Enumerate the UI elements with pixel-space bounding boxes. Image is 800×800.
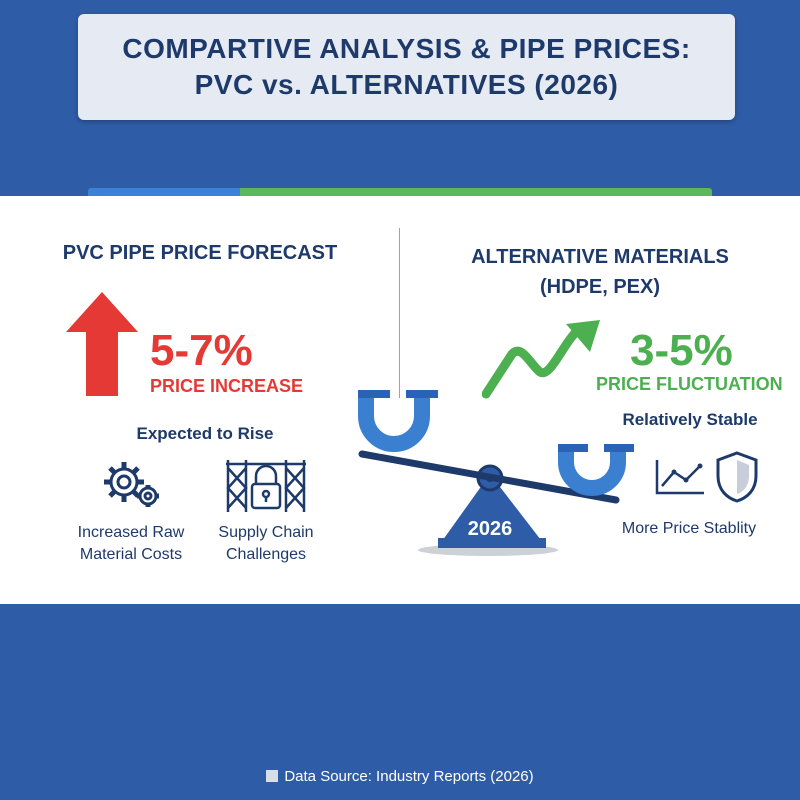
- title-line-2: PVC vs. ALTERNATIVES (2026): [194, 69, 619, 100]
- alt-trend: Relatively Stable: [622, 410, 758, 429]
- up-arrow-icon: [66, 292, 138, 396]
- accent-bar-blue: [88, 188, 243, 198]
- footer-source: Data Source: Industry Reports (2026): [284, 768, 534, 785]
- shield-icon: [716, 451, 758, 503]
- fence-lock-icon: [226, 460, 306, 512]
- comparison-panel: PVC PIPE PRICE FORECAST 5-7% PRICE INCRE…: [0, 196, 800, 604]
- title-banner: COMPARTIVE ANALYSIS & PIPE PRICES: PVC v…: [78, 14, 735, 120]
- alt-percent: 3-5%: [630, 326, 733, 375]
- accent-bar-green: [240, 188, 712, 198]
- title-line-1: COMPARTIVE ANALYSIS & PIPE PRICES:: [122, 33, 691, 64]
- pvc-heading: PVC PIPE PRICE FORECAST: [62, 242, 338, 264]
- line-chart-icon: [655, 460, 704, 495]
- scale-year-label: 2026: [467, 518, 513, 540]
- pvc-trend: Expected to Rise: [136, 424, 274, 443]
- factor-supply-chain-line2: Challenges: [225, 546, 307, 563]
- footer-square-icon: [266, 770, 279, 782]
- factor-raw-material-line1: Increased Raw: [77, 524, 185, 541]
- rising-trend-arrow-icon: [482, 320, 600, 399]
- center-divider: [399, 228, 400, 398]
- factor-supply-chain-line1: Supply Chain: [218, 524, 314, 541]
- alt-heading-line1: ALTERNATIVE MATERIALS: [471, 246, 729, 268]
- pvc-percent-label: PRICE INCREASE: [150, 376, 304, 396]
- alt-heading-line2: (HDPE, PEX): [539, 276, 661, 298]
- alt-heading: ALTERNATIVE MATERIALS (HDPE, PEX): [440, 242, 760, 302]
- factor-raw-material: Increased Raw Material Costs: [56, 522, 206, 566]
- footer: Data Source: Industry Reports (2026): [0, 768, 800, 785]
- alt-stability-label: More Price Stablity: [621, 520, 757, 537]
- pvc-percent: 5-7%: [150, 326, 253, 375]
- seesaw-scale-illustration: [358, 390, 634, 556]
- gears-icon: [104, 462, 159, 507]
- factor-raw-material-line2: Material Costs: [79, 546, 183, 563]
- alt-percent-label: PRICE FLUCTUATION: [596, 374, 783, 394]
- factor-supply-chain: Supply Chain Challenges: [196, 522, 336, 566]
